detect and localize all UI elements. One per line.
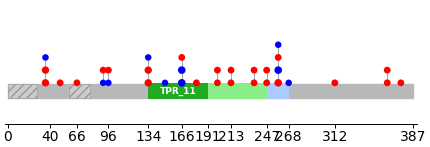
Point: [100, 69, 107, 71]
Bar: [208, 83, 267, 99]
Point: [105, 82, 112, 84]
Point: [178, 82, 185, 84]
Point: [285, 82, 292, 84]
Point: [275, 69, 282, 71]
Point: [42, 56, 49, 59]
Point: [162, 82, 169, 84]
Text: TPR_11: TPR_11: [160, 87, 197, 96]
Point: [397, 82, 404, 84]
Point: [100, 82, 107, 84]
Point: [214, 82, 221, 84]
Bar: [267, 83, 289, 99]
Bar: [8, 84, 413, 98]
Point: [42, 69, 49, 71]
Point: [227, 82, 234, 84]
Point: [384, 82, 391, 84]
Point: [275, 82, 282, 84]
Point: [193, 82, 200, 84]
Point: [263, 82, 270, 84]
Bar: [8, 84, 37, 98]
Point: [178, 56, 185, 59]
Point: [74, 82, 80, 84]
Point: [42, 82, 49, 84]
Point: [145, 82, 152, 84]
Point: [214, 69, 221, 71]
Point: [57, 82, 64, 84]
Point: [251, 69, 258, 71]
Point: [145, 56, 152, 59]
Bar: [68, 84, 89, 98]
Point: [275, 56, 282, 59]
Point: [178, 69, 185, 71]
Point: [251, 82, 258, 84]
Point: [332, 82, 338, 84]
Point: [227, 69, 234, 71]
Point: [145, 69, 152, 71]
Point: [275, 44, 282, 46]
Point: [263, 69, 270, 71]
Point: [105, 69, 112, 71]
Bar: [148, 83, 208, 99]
Point: [384, 69, 391, 71]
